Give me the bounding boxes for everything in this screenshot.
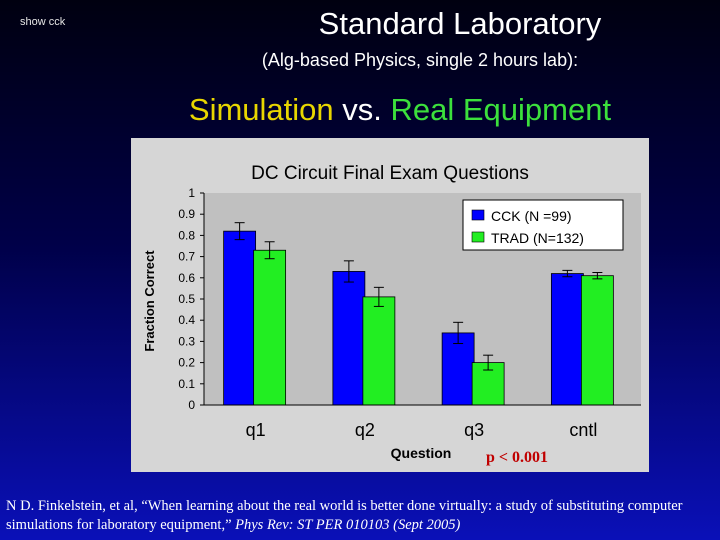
- bar-cck: [550, 273, 584, 406]
- y-tick-label: 0.5: [178, 292, 195, 306]
- bar-cck: [223, 230, 257, 406]
- citation-text: N D. Finkelstein, et al, “When learning …: [6, 498, 683, 533]
- bar-chart: DC Circuit Final Exam Questions 0 0.1 0.2 0.…: [142, 163, 641, 461]
- legend-swatch-trad: [471, 231, 485, 243]
- citation: N D. Finkelstein, et al, “When learning …: [6, 497, 716, 535]
- p-value-label: p < 0.001: [486, 449, 549, 466]
- slide-title: Standard Laboratory: [318, 6, 602, 41]
- x-tick-label: q1: [246, 420, 266, 440]
- heading-real-equipment: Real Equipment: [390, 92, 612, 127]
- y-tick-label: 0.2: [178, 356, 195, 370]
- chart-title: DC Circuit Final Exam Questions: [251, 163, 529, 184]
- x-tick-label: q3: [464, 420, 484, 440]
- bar-cck: [332, 271, 366, 406]
- legend-label-cck: CCK (N =99): [491, 208, 572, 224]
- slide-subtitle: (Alg-based Physics, single 2 hours lab):: [261, 50, 579, 70]
- legend-label-trad: TRAD (N=132): [491, 230, 584, 246]
- citation-journal: Phys Rev: ST PER 010103 (Sept 2005): [235, 517, 461, 533]
- y-tick-label: 0.8: [178, 228, 195, 242]
- y-tick-label: 0.7: [178, 250, 195, 264]
- y-tick-label: 0.6: [178, 271, 195, 285]
- bar-trad: [362, 296, 396, 406]
- y-tick-label: 0.9: [178, 207, 195, 221]
- y-axis-title: Fraction Correct: [142, 250, 157, 352]
- y-tick-label: 1: [188, 186, 195, 200]
- heading-simulation: Simulation: [188, 92, 334, 127]
- y-tick-label: 0.4: [178, 313, 195, 327]
- x-tick-label: cntl: [569, 420, 597, 440]
- heading-vs: vs.: [333, 92, 391, 127]
- x-tick-label: q2: [355, 420, 375, 440]
- bar-trad: [253, 249, 287, 406]
- slide-heading: Simulation vs. Real Equipment: [0, 92, 720, 128]
- x-axis-title: Question: [391, 445, 452, 461]
- corner-note: show cck: [20, 16, 66, 28]
- bar-cck: [441, 332, 475, 406]
- legend-swatch-cck: [471, 209, 485, 221]
- y-tick-label: 0.1: [178, 377, 195, 391]
- y-tick-label: 0.3: [178, 334, 195, 348]
- chart-panel: DC Circuit Final Exam Questions 0 0.1 0.2 0.…: [131, 138, 649, 472]
- y-tick-label: 0: [188, 398, 195, 412]
- legend-box: [462, 199, 624, 251]
- bar-trad: [580, 275, 614, 406]
